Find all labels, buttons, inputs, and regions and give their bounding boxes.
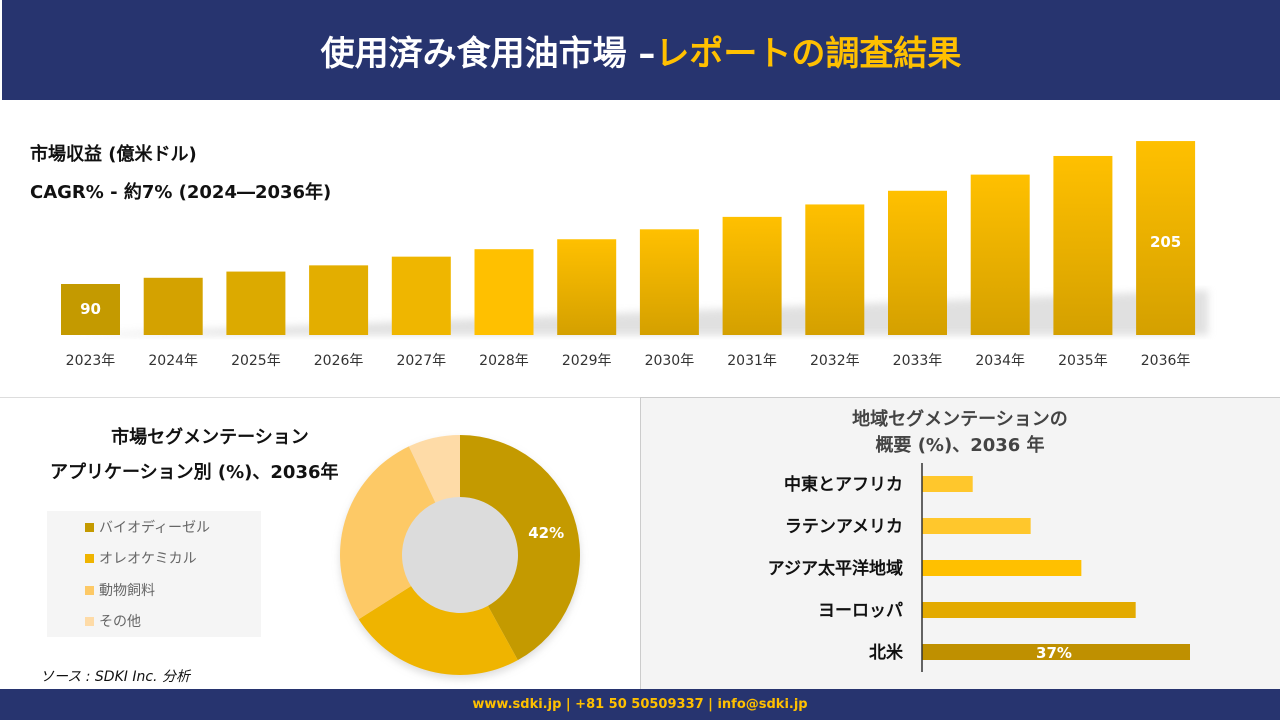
x-tick-label: 2027年 [396, 353, 446, 369]
legend-label: オレオケミカル [99, 551, 197, 567]
pie-title-2: アプリケーション別 (%)、2036年 [50, 462, 339, 483]
cagr-label: CAGR% - 約7% (2024―2036年) [30, 182, 332, 203]
legend-swatch [85, 522, 94, 532]
x-tick-label: 2028年 [479, 353, 529, 369]
region-bar [922, 644, 1190, 660]
donut-slice [340, 446, 436, 620]
revenue-bar [143, 277, 203, 335]
slice-data-label: 42% [528, 524, 564, 542]
revenue-bar [61, 284, 120, 335]
donut-slice [408, 435, 460, 503]
x-tick-label: 2029年 [562, 353, 612, 369]
footer: www.sdki.jp | +81 50 50509337 | info@sdk… [0, 689, 1280, 720]
legend-label: その他 [99, 614, 141, 630]
donut-slice [358, 586, 518, 676]
bar-data-label: 90 [80, 300, 101, 318]
region-bar [922, 518, 1031, 534]
revenue-bar [888, 190, 947, 335]
legend-label: 動物飼料 [99, 583, 155, 599]
x-tick-label: 2035年 [1058, 353, 1108, 369]
region-label: アジア太平洋地域 [768, 558, 903, 579]
x-tick-label: 2025年 [231, 353, 281, 369]
x-tick-label: 2026年 [314, 353, 364, 369]
region-label: ラテンアメリカ [785, 517, 903, 537]
revenue-bar [309, 265, 369, 335]
legend-item: オレオケミカル [85, 548, 197, 568]
revenue-label: 市場収益 (億米ドル) [30, 144, 197, 165]
revenue-bar [639, 229, 699, 335]
region-label: 中東とアフリカ [784, 474, 903, 495]
legend-swatch [85, 553, 94, 563]
revenue-bar [391, 256, 451, 335]
revenue-bar [557, 239, 617, 335]
revenue-bar [474, 249, 534, 335]
legend-swatch [85, 585, 94, 595]
revenue-bar [226, 271, 286, 335]
legend-item: 動物飼料 [85, 580, 155, 600]
region-label: ヨーロッパ [818, 601, 903, 621]
region-data-label: 37% [1036, 644, 1072, 662]
region-title-2: 概要 (%)、2036 年 [875, 435, 1045, 456]
legend-label: バイオディーゼル [99, 520, 211, 536]
region-bar [922, 560, 1082, 576]
pie-legend: バイオディーゼル オレオケミカル 動物飼料 その他 [47, 511, 261, 637]
title-highlight: レポートの調査結果 [655, 33, 962, 74]
x-tick-label: 2032年 [810, 353, 860, 369]
legend-item: その他 [85, 611, 141, 631]
region-panel [640, 397, 1280, 689]
title-main: 使用済み食用油市場 – [320, 33, 656, 74]
pie-title-1: 市場セグメンテーション [111, 427, 309, 448]
x-tick-label: 2024年 [148, 353, 198, 369]
page-header: 使用済み食用油市場 – レポートの調査結果 [2, 0, 1280, 100]
revenue-bar [805, 204, 865, 335]
revenue-bar [722, 216, 782, 335]
source-note: ソース : SDKI Inc. 分析 [40, 669, 190, 685]
donut-slice [460, 435, 580, 661]
x-tick-label: 2033年 [893, 353, 943, 369]
x-tick-label: 2031年 [727, 353, 777, 369]
revenue-bar [970, 174, 1030, 335]
x-tick-label: 2030年 [645, 353, 695, 369]
bar-data-label: 205 [1150, 233, 1181, 251]
region-label: 北米 [869, 642, 904, 663]
legend-item: バイオディーゼル [85, 517, 210, 537]
legend-swatch [85, 616, 94, 626]
revenue-bar [1053, 155, 1113, 335]
region-bar [922, 476, 973, 492]
revenue-bar [1136, 141, 1196, 335]
region-title-1: 地域セグメンテーションの [852, 409, 1068, 430]
x-tick-label: 2036年 [1141, 353, 1191, 369]
x-tick-label: 2023年 [66, 353, 116, 369]
region-bar [922, 602, 1136, 618]
x-tick-label: 2034年 [975, 353, 1025, 369]
